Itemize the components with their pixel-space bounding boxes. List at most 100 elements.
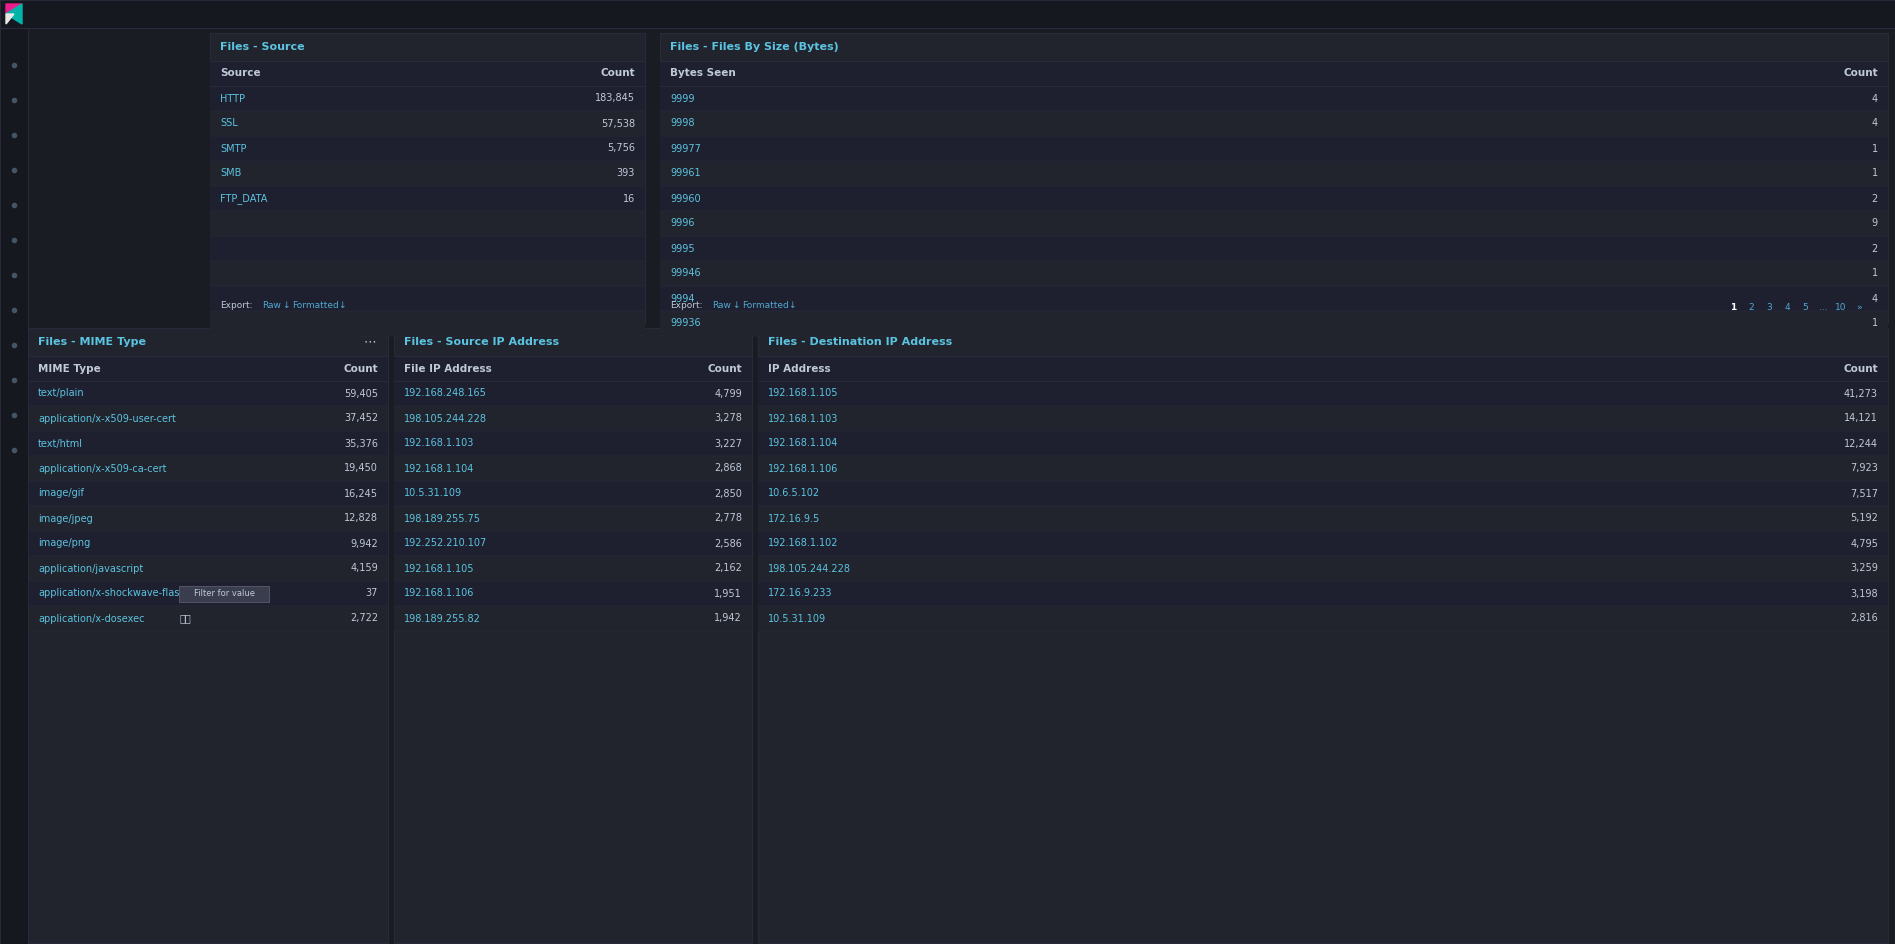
Text: 9994: 9994 xyxy=(671,294,694,304)
FancyBboxPatch shape xyxy=(394,356,752,381)
Text: 393: 393 xyxy=(616,168,635,178)
Text: 5,756: 5,756 xyxy=(606,143,635,154)
FancyBboxPatch shape xyxy=(758,406,1887,431)
Text: 192.168.1.106: 192.168.1.106 xyxy=(767,464,838,474)
Text: 2: 2 xyxy=(1749,304,1753,312)
FancyBboxPatch shape xyxy=(210,111,644,136)
FancyBboxPatch shape xyxy=(394,381,752,406)
FancyBboxPatch shape xyxy=(210,211,644,236)
FancyBboxPatch shape xyxy=(28,531,388,556)
Text: 3,227: 3,227 xyxy=(714,439,743,448)
Text: 192.168.1.105: 192.168.1.105 xyxy=(404,564,474,574)
Text: 4,159: 4,159 xyxy=(351,564,377,574)
Text: 4: 4 xyxy=(1872,294,1878,304)
Text: 172.16.9.5: 172.16.9.5 xyxy=(767,514,821,524)
Text: 12,828: 12,828 xyxy=(345,514,377,524)
Text: 3,278: 3,278 xyxy=(714,413,743,424)
Text: application/x-dosexec: application/x-dosexec xyxy=(38,614,144,623)
FancyBboxPatch shape xyxy=(28,606,388,631)
FancyBboxPatch shape xyxy=(659,111,1887,136)
Text: 183,845: 183,845 xyxy=(595,93,635,104)
Text: 9996: 9996 xyxy=(671,218,694,228)
Text: application/javascript: application/javascript xyxy=(38,564,144,574)
Text: 1: 1 xyxy=(1872,268,1878,278)
Text: 12,244: 12,244 xyxy=(1844,439,1878,448)
Text: 2,722: 2,722 xyxy=(351,614,377,623)
FancyBboxPatch shape xyxy=(28,456,388,481)
FancyBboxPatch shape xyxy=(210,136,644,161)
Text: Formatted: Formatted xyxy=(292,300,339,310)
FancyBboxPatch shape xyxy=(659,61,1887,86)
Text: Export:: Export: xyxy=(220,300,252,310)
Text: 99960: 99960 xyxy=(671,194,701,204)
FancyBboxPatch shape xyxy=(659,261,1887,286)
Text: image/png: image/png xyxy=(38,538,91,548)
Text: 99961: 99961 xyxy=(671,168,701,178)
Text: 5: 5 xyxy=(1802,304,1808,312)
FancyBboxPatch shape xyxy=(758,456,1887,481)
Text: Files - Source IP Address: Files - Source IP Address xyxy=(404,337,559,347)
FancyBboxPatch shape xyxy=(758,328,1887,943)
Text: 1: 1 xyxy=(1730,304,1736,312)
Text: 4,799: 4,799 xyxy=(714,389,743,398)
Text: 2,850: 2,850 xyxy=(714,488,743,498)
Polygon shape xyxy=(6,4,23,14)
FancyBboxPatch shape xyxy=(758,581,1887,606)
FancyBboxPatch shape xyxy=(394,431,752,456)
Text: 1: 1 xyxy=(1872,168,1878,178)
FancyBboxPatch shape xyxy=(210,311,644,336)
Text: 192.168.1.103: 192.168.1.103 xyxy=(767,413,838,424)
Text: 2: 2 xyxy=(1872,194,1878,204)
Text: 2,868: 2,868 xyxy=(714,464,743,474)
Text: MIME Type: MIME Type xyxy=(38,363,100,374)
Text: Export:: Export: xyxy=(671,300,703,310)
FancyBboxPatch shape xyxy=(394,556,752,581)
Text: 192.168.248.165: 192.168.248.165 xyxy=(404,389,487,398)
FancyBboxPatch shape xyxy=(210,186,644,211)
Text: application/x-x509-ca-cert: application/x-x509-ca-cert xyxy=(38,464,167,474)
Text: 2,778: 2,778 xyxy=(714,514,743,524)
Text: 99936: 99936 xyxy=(671,318,701,329)
Text: Dashboard: Dashboard xyxy=(30,9,91,19)
Text: 4,795: 4,795 xyxy=(1850,538,1878,548)
Text: ✉: ✉ xyxy=(1870,7,1882,21)
FancyBboxPatch shape xyxy=(758,356,1887,381)
FancyBboxPatch shape xyxy=(0,0,1895,28)
FancyBboxPatch shape xyxy=(210,261,644,286)
FancyBboxPatch shape xyxy=(758,556,1887,581)
Text: 99946: 99946 xyxy=(671,268,701,278)
Text: 2,816: 2,816 xyxy=(1850,614,1878,623)
FancyBboxPatch shape xyxy=(394,581,752,606)
FancyBboxPatch shape xyxy=(210,236,644,261)
Text: 3,198: 3,198 xyxy=(1850,588,1878,598)
Text: Files - Destination IP Address: Files - Destination IP Address xyxy=(767,337,953,347)
Text: 16,245: 16,245 xyxy=(345,488,377,498)
Text: 3: 3 xyxy=(1766,304,1772,312)
Text: SMTP: SMTP xyxy=(220,143,246,154)
FancyBboxPatch shape xyxy=(758,506,1887,531)
Text: 37,452: 37,452 xyxy=(343,413,377,424)
Text: 192.168.1.104: 192.168.1.104 xyxy=(767,439,838,448)
Text: 4: 4 xyxy=(1872,93,1878,104)
Text: 1,942: 1,942 xyxy=(714,614,743,623)
Text: 99977: 99977 xyxy=(671,143,701,154)
FancyBboxPatch shape xyxy=(210,33,644,323)
FancyBboxPatch shape xyxy=(394,456,752,481)
Text: ⚙: ⚙ xyxy=(1842,7,1853,21)
Text: 1: 1 xyxy=(1872,143,1878,154)
Text: SSL: SSL xyxy=(220,119,237,128)
Text: 41,273: 41,273 xyxy=(1844,389,1878,398)
Text: application/x-x509-user-cert: application/x-x509-user-cert xyxy=(38,413,176,424)
Text: 4: 4 xyxy=(1785,304,1789,312)
FancyBboxPatch shape xyxy=(180,585,269,601)
FancyBboxPatch shape xyxy=(758,531,1887,556)
Text: text/html: text/html xyxy=(38,439,83,448)
Text: File IP Address: File IP Address xyxy=(404,363,491,374)
FancyBboxPatch shape xyxy=(28,581,388,606)
Text: Files - Source: Files - Source xyxy=(220,42,305,52)
Text: 57,538: 57,538 xyxy=(601,119,635,128)
Text: 172.16.9.233: 172.16.9.233 xyxy=(767,588,832,598)
Text: 192.168.1.103: 192.168.1.103 xyxy=(404,439,474,448)
Text: 19,450: 19,450 xyxy=(345,464,377,474)
FancyBboxPatch shape xyxy=(210,161,644,186)
